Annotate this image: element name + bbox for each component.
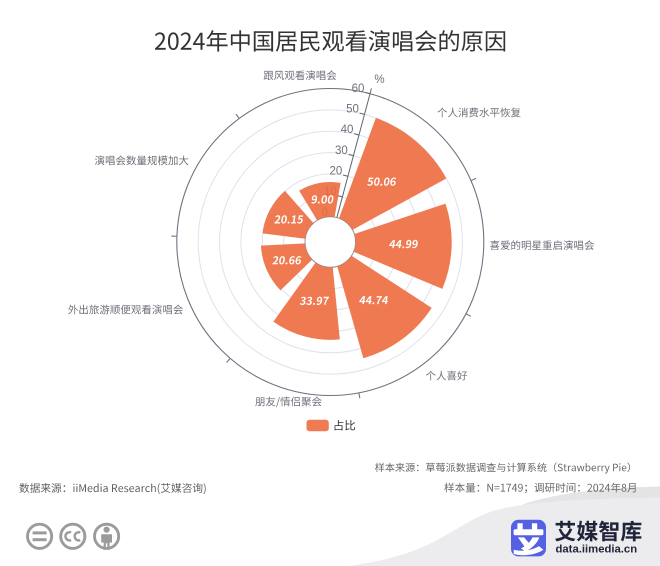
svg-text:60: 60 [352, 83, 365, 95]
svg-text:%: % [374, 74, 384, 86]
svg-text:data.iimedia.cn: data.iimedia.cn [556, 544, 638, 556]
svg-text:30: 30 [335, 145, 348, 157]
svg-text:50: 50 [346, 104, 359, 116]
svg-text:40: 40 [341, 124, 354, 136]
svg-text:20: 20 [330, 166, 343, 178]
